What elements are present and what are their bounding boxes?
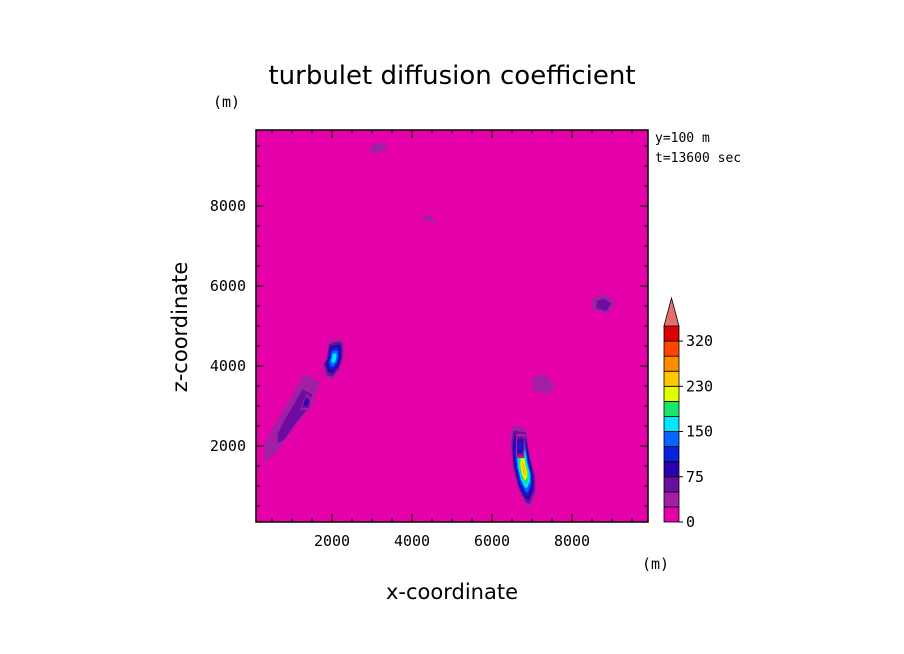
contour-band <box>303 398 309 406</box>
contour-band <box>518 441 523 451</box>
contour-band <box>370 142 388 154</box>
chart-title: turbulet diffusion coefficient <box>268 61 635 91</box>
colorbar-swatch <box>663 370 680 387</box>
colorbar-swatch <box>663 506 680 523</box>
x-tick-label: 6000 <box>474 532 510 550</box>
y-axis-label: z-coordinate <box>168 262 192 393</box>
colorbar-swatch <box>663 446 680 463</box>
y-tick-label: 8000 <box>210 197 246 215</box>
x-tick-label: 4000 <box>394 532 430 550</box>
y-tick-label: 2000 <box>210 437 246 455</box>
contour-band <box>521 462 526 477</box>
x-tick-label: 8000 <box>554 532 590 550</box>
y-tick-label: 4000 <box>210 357 246 375</box>
colorbar-swatch <box>663 416 680 432</box>
axes: 2000 4000 6000 8000 2000 4000 6000 8000 <box>210 129 649 550</box>
annotation-y: y=100 m <box>655 131 710 146</box>
colorbar-swatch <box>663 340 680 357</box>
colorbar-extend <box>663 296 680 327</box>
x-axis-label: x-coordinate <box>386 580 518 604</box>
colorbar-swatch <box>663 385 680 402</box>
contour-band <box>331 353 337 364</box>
background-field <box>256 130 648 522</box>
colorbar-tick-label: 150 <box>686 423 713 441</box>
y-tick-label: 6000 <box>210 277 246 295</box>
colorbar-swatch <box>663 461 680 478</box>
contour-band <box>420 214 440 226</box>
colorbar-tick-label: 0 <box>686 513 695 531</box>
colorbar: 0 75 150 230 320 <box>663 296 713 531</box>
colorbar-tick-label: 75 <box>686 468 704 486</box>
contour-band <box>596 298 612 311</box>
colorbar-tick-label: 320 <box>686 332 713 350</box>
colorbar-swatch <box>663 476 680 493</box>
colorbar-swatch <box>663 400 680 417</box>
colorbar-swatch <box>663 325 680 342</box>
x-tick-label: 2000 <box>314 532 350 550</box>
annotation-t: t=13600 sec <box>655 151 741 166</box>
colorbar-swatch <box>663 491 680 508</box>
plot-area <box>256 130 648 522</box>
colorbar-tick-label: 230 <box>686 377 713 395</box>
colorbar-swatch <box>663 355 680 372</box>
y-unit-label: (m) <box>213 93 240 111</box>
x-unit-label: (m) <box>642 555 669 573</box>
colorbar-swatch <box>663 431 680 448</box>
contour-band <box>532 374 556 394</box>
